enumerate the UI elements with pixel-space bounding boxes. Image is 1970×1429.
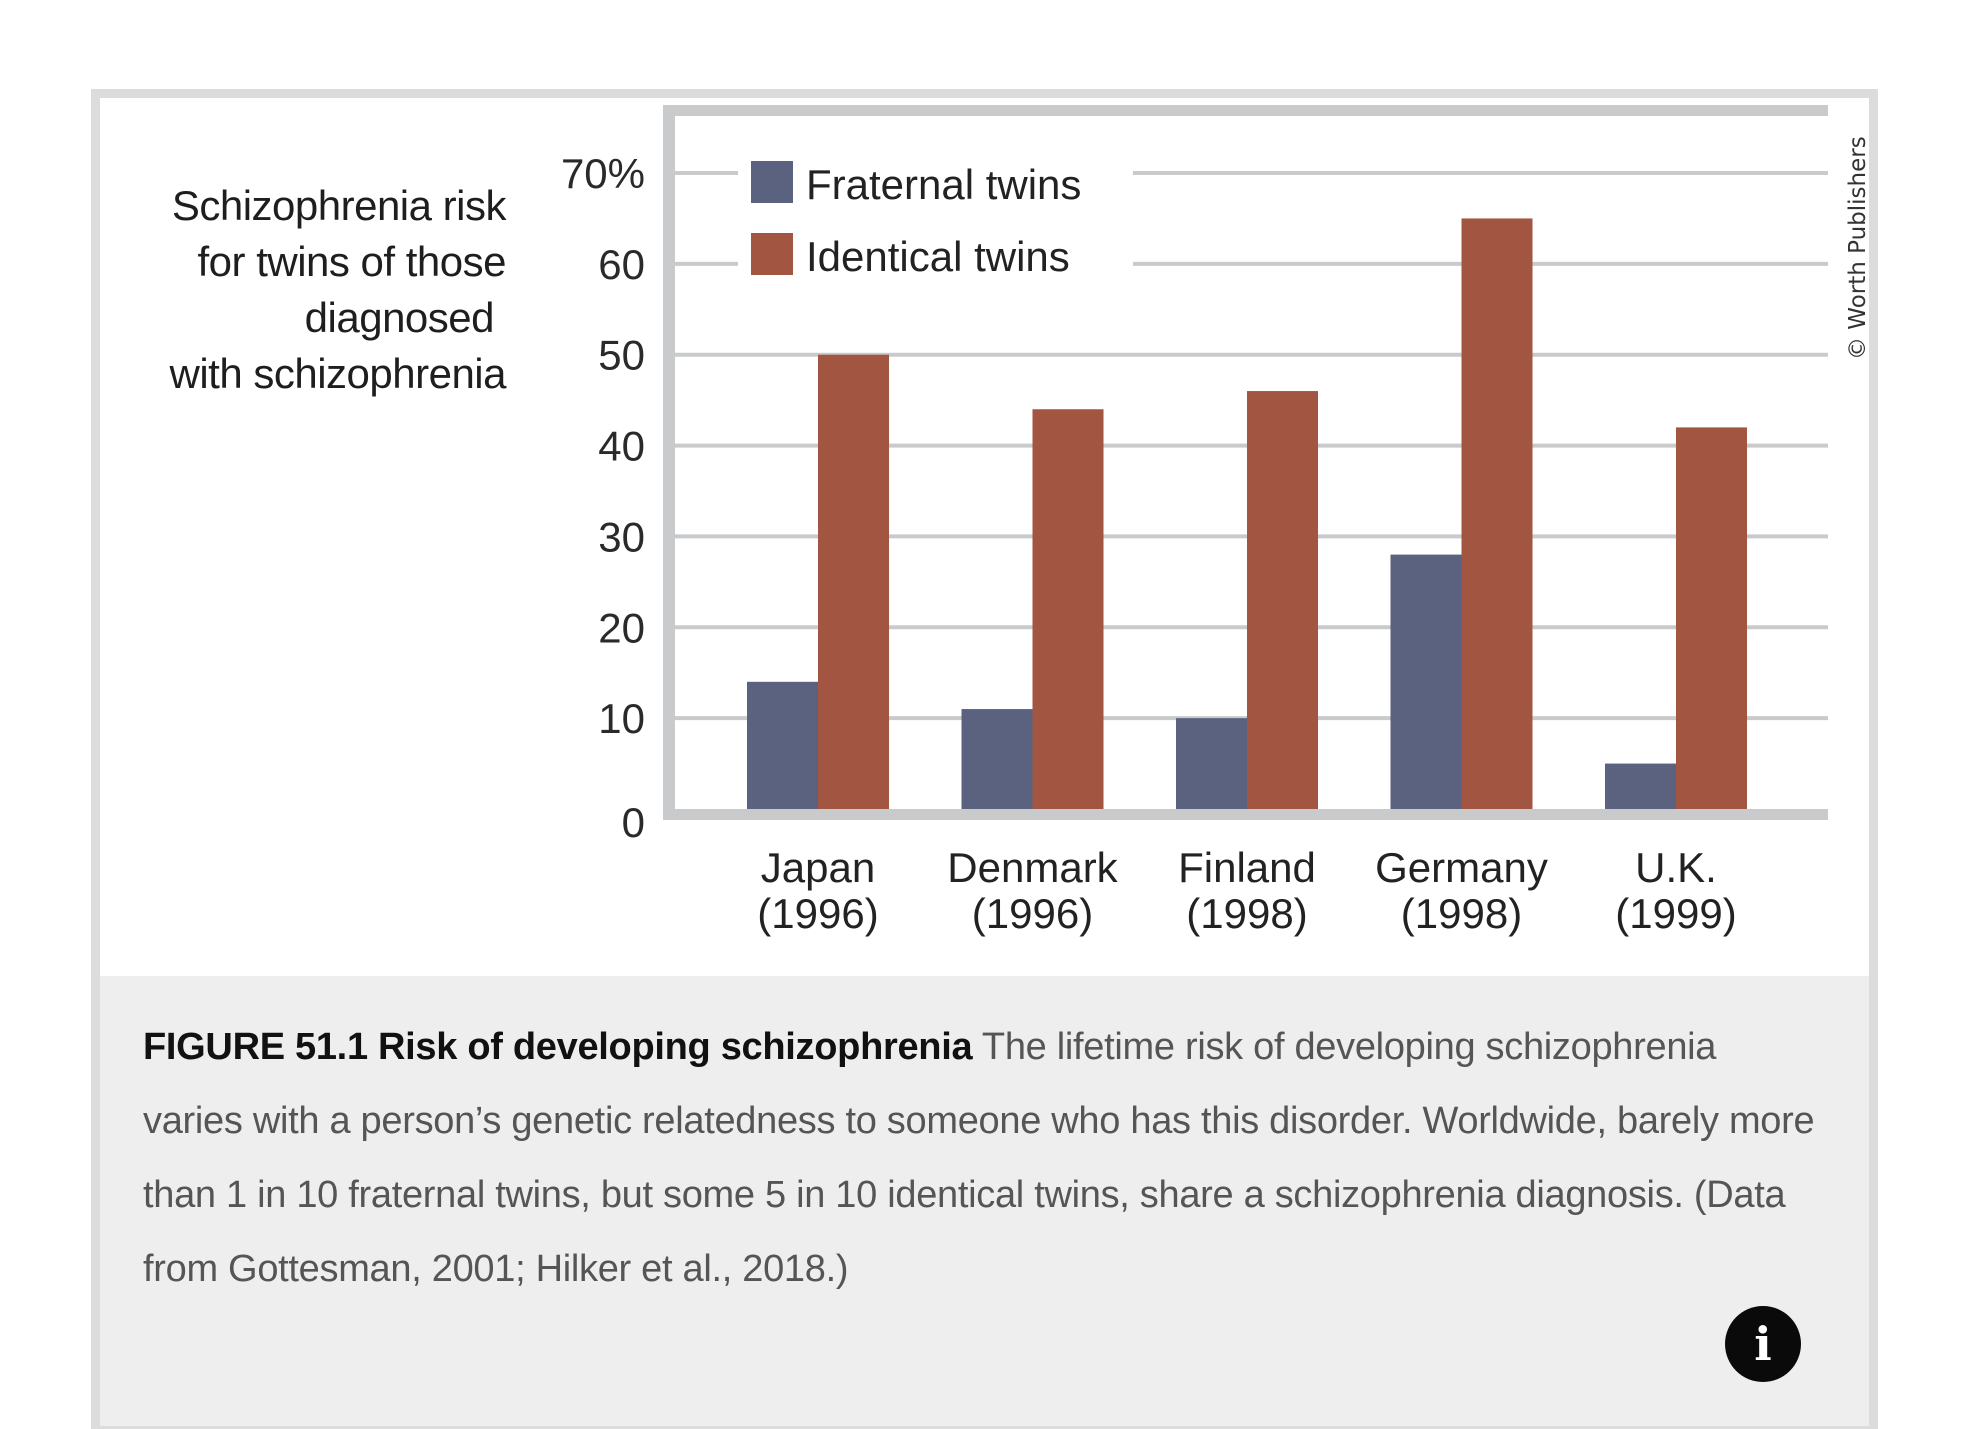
y-tick-label: 40 xyxy=(598,423,645,470)
figure-caption: FIGURE 51.1 Risk of developing schizophr… xyxy=(143,1010,1823,1306)
caption-panel xyxy=(100,976,1869,1426)
y-axis-title: Schizophrenia risk for twins of those di… xyxy=(169,178,506,402)
y-tick-label: 0 xyxy=(622,799,645,846)
x-tick-label: U.K. xyxy=(1635,844,1717,891)
x-tick-label-year: (1999) xyxy=(1615,890,1736,937)
y-axis-title-line: for twins of those xyxy=(197,238,507,285)
caption-body: The lifetime risk of developing schizoph… xyxy=(143,1026,1815,1290)
legend-label: Fraternal twins xyxy=(806,161,1081,208)
y-tick-label: 60 xyxy=(598,241,645,288)
y-tick-label: 70% xyxy=(561,150,645,197)
x-tick-label-year: (1998) xyxy=(1186,890,1307,937)
bar-identical xyxy=(1247,391,1318,809)
figure-title: FIGURE 51.1 Risk of developing schizophr… xyxy=(143,1026,973,1068)
legend-label: Identical twins xyxy=(806,233,1070,280)
copyright-notice: © Worth Publishers xyxy=(1845,136,1871,360)
bar-fraternal xyxy=(747,681,818,809)
y-axis-title-line: Schizophrenia risk xyxy=(171,182,507,229)
y-axis-title-line: with schizophrenia xyxy=(169,350,506,397)
x-tick-label: Japan xyxy=(761,844,875,891)
x-axis-line xyxy=(663,809,1828,820)
y-tick-label: 10 xyxy=(598,695,645,742)
bar-identical xyxy=(1032,409,1104,809)
x-tick-label: Finland xyxy=(1178,844,1316,891)
bar-chart: 10203040506070%0Japan(1996)Denmark(1996)… xyxy=(561,105,1828,937)
plot-frame-top xyxy=(663,105,1828,116)
plot-frame-left xyxy=(663,105,675,820)
y-tick-label: 30 xyxy=(598,513,645,560)
bar-identical xyxy=(1461,218,1533,809)
x-tick-label-year: (1996) xyxy=(757,890,878,937)
info-button[interactable]: i xyxy=(1725,1306,1801,1382)
info-icon: i xyxy=(1754,1317,1772,1371)
bar-fraternal xyxy=(1176,718,1247,809)
x-tick-label-year: (1998) xyxy=(1401,890,1522,937)
x-tick-label: Germany xyxy=(1375,844,1548,891)
y-axis-title-line: diagnosed xyxy=(304,294,495,341)
bar-identical xyxy=(818,354,889,809)
y-tick-label: 50 xyxy=(598,332,645,379)
bar-fraternal xyxy=(1605,763,1676,809)
bar-fraternal xyxy=(1390,554,1462,809)
x-tick-label: Denmark xyxy=(947,844,1118,891)
bar-fraternal xyxy=(961,709,1033,809)
bar-identical xyxy=(1676,427,1747,809)
y-tick-label: 20 xyxy=(598,604,645,651)
legend-swatch-identical xyxy=(751,233,793,275)
legend-swatch-fraternal xyxy=(751,161,793,203)
x-tick-label-year: (1996) xyxy=(972,890,1093,937)
